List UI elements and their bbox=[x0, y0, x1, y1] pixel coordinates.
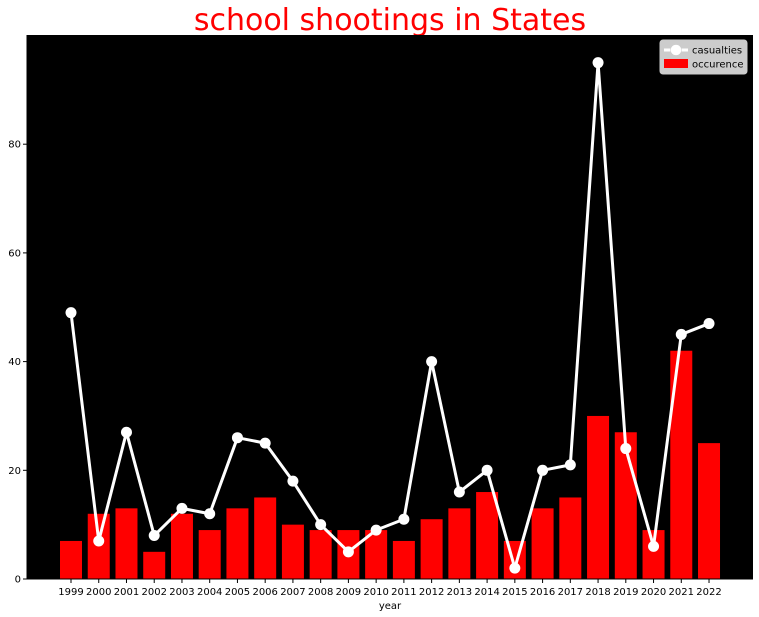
x-tick-label-2011: 2011 bbox=[391, 587, 416, 598]
legend-label-casualties: casualties bbox=[692, 46, 742, 57]
x-tick-label-2015: 2015 bbox=[502, 587, 527, 598]
x-tick-label-2022: 2022 bbox=[696, 587, 721, 598]
x-tick-label-1999: 1999 bbox=[58, 587, 83, 598]
bar-2002 bbox=[143, 551, 166, 579]
point-2001 bbox=[120, 426, 132, 438]
x-tick-label-2019: 2019 bbox=[613, 587, 638, 598]
x-axis: 1999 2000 2001 2002 2003 2004 2005 2006 2007 2008… bbox=[27, 578, 753, 598]
x-tick-label-2004: 2004 bbox=[197, 587, 222, 598]
x-tick-label-2001: 2001 bbox=[114, 587, 139, 598]
bar-2003 bbox=[170, 513, 193, 579]
bar-2019 bbox=[614, 432, 637, 579]
point-2011 bbox=[398, 513, 410, 525]
point-2006 bbox=[259, 437, 271, 449]
y-tick-label-20: 20 bbox=[8, 466, 21, 477]
point-2021 bbox=[675, 328, 687, 340]
point-2019 bbox=[620, 443, 632, 455]
x-tick-label-2007: 2007 bbox=[280, 587, 305, 598]
point-2013 bbox=[453, 486, 465, 498]
point-2022 bbox=[703, 318, 715, 330]
x-tick-label-2006: 2006 bbox=[252, 587, 277, 598]
chart-title: school shootings in States bbox=[194, 3, 586, 38]
point-1999 bbox=[65, 307, 77, 319]
bar-2021 bbox=[670, 350, 693, 579]
bar-2008 bbox=[309, 530, 332, 579]
bar-2012 bbox=[420, 519, 443, 579]
point-2016 bbox=[537, 464, 549, 476]
y-tick-label-60: 60 bbox=[8, 248, 21, 259]
bar-2010 bbox=[365, 530, 388, 579]
bars-layer bbox=[60, 350, 721, 579]
bar-2020 bbox=[642, 530, 665, 579]
bar-2004 bbox=[198, 530, 221, 579]
point-2020 bbox=[648, 540, 660, 552]
x-tick-label-2002: 2002 bbox=[141, 587, 166, 598]
bar-2016 bbox=[531, 508, 554, 579]
bar-2014 bbox=[476, 492, 499, 579]
x-tick-label-2009: 2009 bbox=[336, 587, 361, 598]
plot-area bbox=[27, 35, 753, 579]
point-2010 bbox=[370, 524, 382, 536]
x-tick-label-2003: 2003 bbox=[169, 587, 194, 598]
bar-2011 bbox=[392, 540, 415, 579]
point-2007 bbox=[287, 475, 299, 487]
bar-2017 bbox=[559, 497, 582, 579]
x-tick-label-2012: 2012 bbox=[419, 587, 444, 598]
point-2000 bbox=[93, 535, 105, 547]
x-tick-label-2013: 2013 bbox=[447, 587, 472, 598]
bar-2022 bbox=[698, 443, 721, 579]
legend-marker-swatch bbox=[670, 44, 682, 56]
x-tick-label-2016: 2016 bbox=[530, 587, 555, 598]
legend-label-occurence: occurence bbox=[692, 60, 743, 71]
point-2005 bbox=[231, 432, 243, 444]
bar-2013 bbox=[448, 508, 471, 579]
y-axis: 0 20 40 60 80 bbox=[8, 35, 28, 586]
bar-1999 bbox=[60, 540, 82, 579]
y-tick-label-40: 40 bbox=[8, 357, 21, 368]
x-tick-label-2008: 2008 bbox=[308, 587, 333, 598]
legend-bar-swatch bbox=[664, 59, 688, 68]
x-tick-label-2018: 2018 bbox=[585, 587, 610, 598]
x-tick-label-2005: 2005 bbox=[225, 587, 250, 598]
point-2009 bbox=[342, 546, 354, 558]
bar-2007 bbox=[281, 524, 304, 579]
y-tick-label-80: 80 bbox=[8, 140, 21, 151]
point-2014 bbox=[481, 464, 493, 476]
x-tick-label-2000: 2000 bbox=[86, 587, 111, 598]
point-2002 bbox=[148, 530, 160, 542]
point-2017 bbox=[564, 459, 576, 471]
legend: casualties occurence bbox=[659, 39, 748, 75]
point-2018 bbox=[592, 57, 604, 69]
point-2008 bbox=[315, 519, 327, 531]
x-tick-label-2020: 2020 bbox=[641, 587, 666, 598]
y-tick-label-0: 0 bbox=[15, 575, 21, 586]
x-tick-label-2014: 2014 bbox=[474, 587, 499, 598]
casualties-line bbox=[69, 61, 710, 570]
point-2012 bbox=[426, 356, 438, 368]
x-axis-label: year bbox=[379, 601, 402, 612]
point-2003 bbox=[176, 502, 188, 514]
bar-2018 bbox=[587, 415, 610, 579]
bar-2006 bbox=[254, 497, 277, 579]
line-layer bbox=[65, 57, 715, 574]
point-2004 bbox=[204, 508, 216, 520]
point-2015 bbox=[509, 562, 521, 574]
bar-2005 bbox=[226, 508, 249, 579]
x-tick-label-2010: 2010 bbox=[363, 587, 388, 598]
x-tick-label-2017: 2017 bbox=[558, 587, 583, 598]
x-tick-label-2021: 2021 bbox=[669, 587, 694, 598]
bar-2001 bbox=[115, 508, 138, 579]
